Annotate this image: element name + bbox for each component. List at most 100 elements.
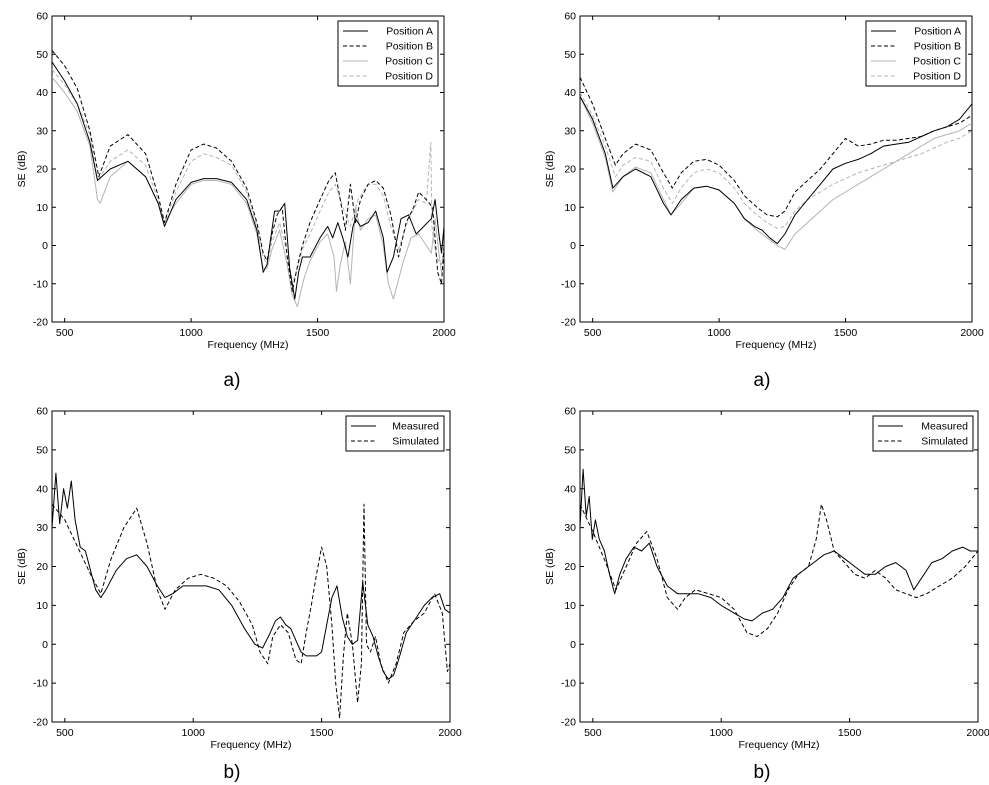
chart-panel-2: -20 -10 0 10 20 30 40 50 60 500 1000 1500 2000 Freque… — [544, 11, 984, 392]
legend-box — [865, 20, 967, 87]
legend-label: Position C — [385, 56, 433, 68]
x-tick-label: 1000 — [182, 727, 206, 739]
y-tick-label: 30 — [36, 125, 48, 137]
x-tick-label: 1500 — [838, 727, 862, 739]
x-tick-label: 2000 — [432, 327, 456, 339]
y-tick-label: 30 — [564, 522, 576, 534]
panel-caption: a) — [754, 370, 771, 391]
y-tick-label: 50 — [564, 444, 576, 456]
x-tick-label: 1000 — [707, 327, 731, 339]
chart-panel-3: -20 -10 0 10 20 30 40 50 60 500 1000 1500 2000 Freque… — [16, 406, 462, 784]
y-tick-label: -10 — [561, 278, 576, 290]
series-line-measured — [52, 472, 450, 680]
y-tick-label: 0 — [42, 639, 48, 651]
series-line-position-c — [52, 76, 444, 308]
legend-label: Position D — [913, 71, 961, 83]
y-tick-label: 40 — [564, 483, 576, 495]
y-tick-label: 20 — [36, 561, 48, 573]
y-tick-label: 50 — [564, 49, 576, 61]
series-group — [580, 468, 978, 637]
series-line-position-d — [580, 92, 972, 229]
x-tick-label: 1500 — [310, 727, 334, 739]
x-tick-label: 500 — [56, 727, 74, 739]
series-line-position-a — [580, 96, 972, 245]
y-tick-label: 20 — [564, 561, 576, 573]
series-line-position-b — [52, 50, 444, 292]
y-tick-label: 20 — [564, 164, 576, 176]
series-group — [52, 50, 444, 308]
x-axis-label: Frequency (MHz) — [738, 739, 819, 751]
y-tick-label: 20 — [36, 164, 48, 176]
legend-box — [337, 20, 439, 87]
x-tick-label: 1500 — [834, 327, 858, 339]
x-tick-label: 500 — [584, 727, 602, 739]
chart-panel-1: -20 -10 0 10 20 30 40 50 60 500 1000 1500 2000 Freque… — [16, 11, 456, 392]
y-tick-label: 40 — [564, 87, 576, 99]
x-tick-label: 1000 — [710, 727, 734, 739]
y-tick-label: 60 — [36, 11, 48, 23]
y-tick-label: 60 — [564, 11, 576, 23]
y-axis-label: SE (dB) — [16, 151, 28, 188]
y-tick-label: 10 — [564, 202, 576, 214]
x-axis-label: Frequency (MHz) — [735, 339, 816, 351]
panel-caption: b) — [754, 762, 771, 783]
x-tick-label: 500 — [56, 327, 74, 339]
x-tick-label: 2000 — [960, 327, 984, 339]
x-axis-label: Frequency (MHz) — [210, 739, 291, 751]
series-group — [580, 76, 972, 250]
series-line-position-b — [580, 76, 972, 218]
y-tick-label: 30 — [564, 125, 576, 137]
y-tick-label: 50 — [36, 49, 48, 61]
plot-frame — [51, 410, 451, 723]
y-tick-label: 10 — [564, 600, 576, 612]
legend-label: Position B — [914, 41, 961, 53]
y-tick-label: 50 — [36, 444, 48, 456]
legend: Position A Position B Position C Position D — [865, 20, 967, 87]
legend-label: Position C — [913, 56, 961, 68]
legend-label: Position B — [386, 41, 433, 53]
chart-panel-4: -20 -10 0 10 20 30 40 50 60 500 1000 1500 2000 Freque… — [544, 406, 989, 784]
y-tick-label: 10 — [36, 202, 48, 214]
y-tick-label: -10 — [561, 678, 576, 690]
y-tick-label: 40 — [36, 87, 48, 99]
series-group — [52, 472, 450, 719]
series-line-position-a — [52, 61, 444, 300]
plot-frame — [579, 410, 979, 723]
y-tick-label: -20 — [33, 717, 48, 729]
legend-label: Position D — [385, 71, 433, 83]
series-line-simulated — [580, 503, 978, 637]
legend: Measured Simulated — [872, 415, 974, 452]
legend-label: Measured — [392, 421, 439, 433]
legend-box — [872, 415, 974, 452]
legend-box — [345, 415, 445, 452]
y-tick-label: -10 — [33, 678, 48, 690]
y-tick-label: 0 — [570, 240, 576, 252]
series-line-position-c — [580, 96, 972, 250]
y-tick-label: 60 — [564, 406, 576, 418]
legend-label: Simulated — [392, 436, 439, 448]
y-tick-label: 60 — [36, 406, 48, 418]
panel-caption: b) — [224, 762, 241, 783]
x-tick-label: 2000 — [966, 727, 989, 739]
x-tick-label: 1000 — [179, 327, 203, 339]
y-tick-label: 10 — [36, 600, 48, 612]
legend-label: Measured — [921, 421, 968, 433]
legend: Measured Simulated — [345, 415, 445, 452]
x-tick-label: 2000 — [438, 727, 462, 739]
y-tick-label: -10 — [33, 278, 48, 290]
x-axis-label: Frequency (MHz) — [207, 339, 288, 351]
y-tick-label: 0 — [570, 639, 576, 651]
y-tick-label: 40 — [36, 483, 48, 495]
legend-label: Position A — [914, 26, 961, 38]
series-line-simulated — [52, 503, 450, 719]
panel-caption: a) — [224, 370, 241, 391]
y-tick-label: 0 — [42, 240, 48, 252]
y-axis-label: SE (dB) — [544, 548, 556, 585]
x-tick-label: 500 — [584, 327, 602, 339]
legend: Position A Position B Position C Position D — [337, 20, 439, 87]
legend-label: Position A — [386, 26, 433, 38]
series-line-measured — [580, 468, 978, 622]
y-axis-label: SE (dB) — [544, 151, 556, 188]
y-tick-label: -20 — [561, 717, 576, 729]
